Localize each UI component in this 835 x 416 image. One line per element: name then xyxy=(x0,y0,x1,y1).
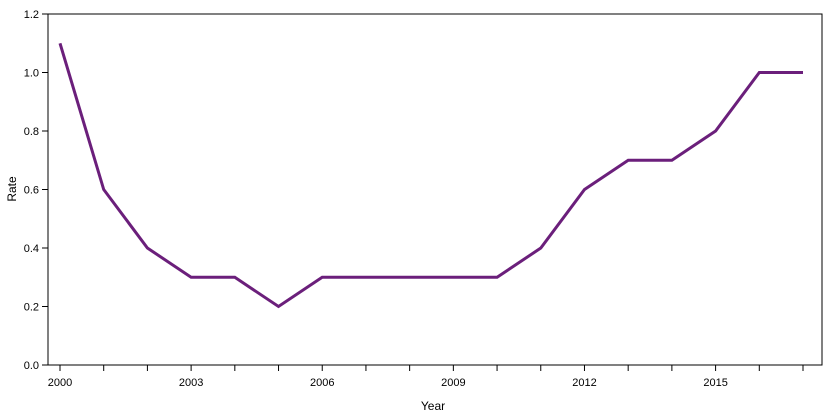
x-tick-label: 2015 xyxy=(703,377,727,389)
series-line xyxy=(58,42,803,309)
plot-frame xyxy=(47,13,823,366)
y-tick-label: 0.6 xyxy=(24,185,39,197)
y-tick-label: 0.0 xyxy=(24,360,39,372)
y-tick-label: 0.8 xyxy=(24,126,39,138)
x-axis-title: Year xyxy=(421,399,445,413)
y-tick-label: 1.0 xyxy=(24,68,39,80)
x-tick-label: 2012 xyxy=(572,377,596,389)
y-tick-label: 1.2 xyxy=(24,9,39,21)
x-tick-label: 2009 xyxy=(441,377,465,389)
y-tick-label: 0.4 xyxy=(24,243,39,255)
y-axis: 0.0 0.2 0.4 0.6 0.8 1.0 1.2 xyxy=(24,9,48,372)
y-tick-label: 0.2 xyxy=(24,302,39,314)
x-tick-label: 2000 xyxy=(48,377,72,389)
x-tick-label: 2003 xyxy=(179,377,203,389)
x-tick-label: 2006 xyxy=(310,377,334,389)
x-axis: 2000 2003 2006 2009 2012 2015 xyxy=(48,365,804,389)
y-axis-title: Rate xyxy=(5,176,19,202)
